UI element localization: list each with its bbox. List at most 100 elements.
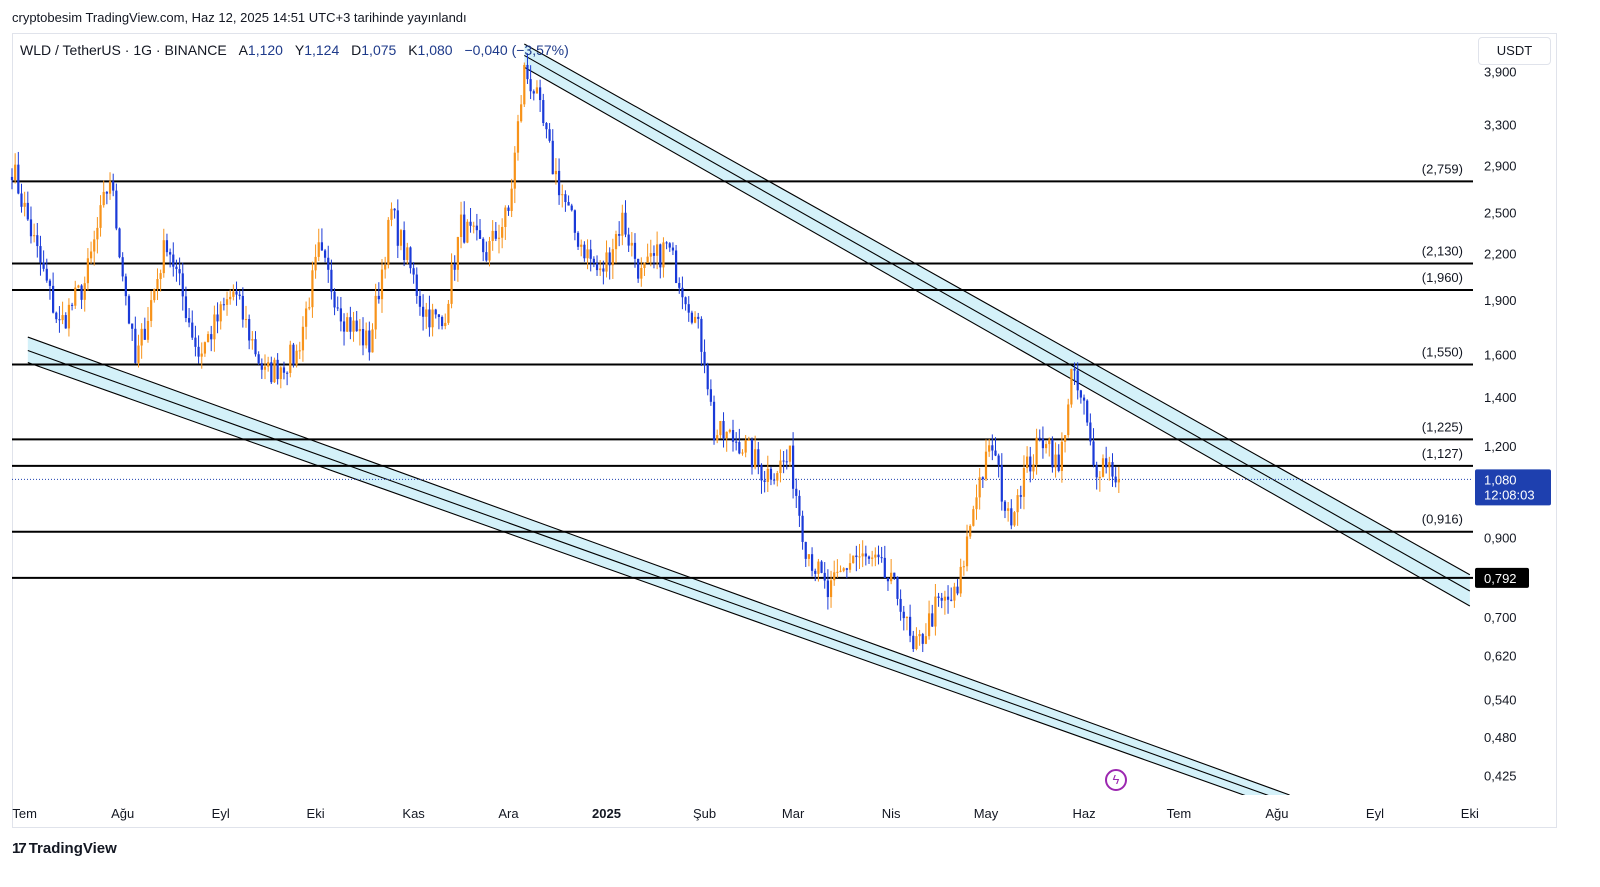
candle-body: [222, 304, 225, 306]
candle: [1019, 485, 1022, 509]
candle: [893, 572, 896, 580]
candle-body: [785, 461, 788, 463]
candle: [697, 312, 700, 329]
candle-body: [187, 318, 191, 323]
candle: [962, 560, 965, 576]
candle-body: [260, 363, 263, 370]
candle-body: [52, 285, 55, 313]
candle-body: [504, 207, 507, 227]
candle: [323, 248, 327, 263]
candle-body: [984, 451, 988, 480]
candle-body: [377, 295, 380, 300]
low-value: 1,075: [361, 42, 397, 58]
candle-body: [273, 359, 276, 383]
candle: [146, 307, 150, 343]
candle-body: [425, 309, 428, 317]
candle: [365, 322, 368, 349]
candle-body: [20, 193, 23, 207]
candle-body: [276, 359, 279, 380]
candle-body: [867, 556, 871, 559]
candle-body: [134, 328, 137, 363]
candle-body: [1022, 468, 1026, 497]
candle-body: [750, 439, 754, 468]
candle-body: [355, 320, 358, 332]
candle: [646, 243, 649, 264]
lightning-bolt-icon[interactable]: ϟ: [1105, 769, 1127, 791]
candle: [719, 420, 722, 439]
candle: [988, 438, 991, 457]
close-label: K: [408, 42, 418, 58]
candle: [728, 428, 731, 434]
candle: [725, 431, 728, 452]
candle-body: [210, 334, 213, 340]
candle-body: [893, 572, 896, 577]
candle: [791, 432, 795, 499]
candle: [769, 466, 773, 486]
candle-body: [712, 401, 716, 441]
candle: [466, 219, 469, 244]
candle: [921, 632, 924, 653]
candle-body: [466, 221, 469, 243]
candle-body: [586, 249, 589, 259]
candle-body: [358, 328, 361, 332]
candle: [150, 291, 153, 328]
candle-body: [298, 350, 301, 352]
candle: [516, 114, 520, 161]
candle-body: [409, 247, 412, 269]
candle: [924, 623, 928, 645]
candle-body: [289, 344, 292, 373]
open-label: A: [238, 42, 248, 58]
level-label: (0,916): [1422, 512, 1463, 527]
candle-body: [304, 308, 308, 327]
candle: [137, 334, 140, 368]
candle: [143, 317, 146, 340]
candle: [93, 230, 96, 266]
candle: [14, 153, 17, 184]
candle-body: [703, 351, 706, 366]
candle: [187, 308, 191, 328]
currency-button[interactable]: USDT: [1478, 37, 1551, 65]
candle: [570, 203, 573, 212]
candle-body: [798, 495, 801, 516]
candle-body: [1003, 501, 1007, 511]
candle-body: [74, 287, 77, 306]
candle-body: [146, 320, 150, 340]
candle: [883, 545, 886, 579]
candle-body: [779, 460, 782, 474]
candle-body: [42, 262, 45, 269]
candle: [472, 221, 475, 234]
candle-body: [292, 344, 295, 365]
candle: [276, 353, 279, 385]
candle: [52, 272, 55, 314]
candle: [61, 301, 64, 325]
symbol-label[interactable]: WLD / TetherUS · 1G · BINANCE: [20, 42, 227, 58]
candle-body: [810, 554, 814, 571]
candle-body: [829, 580, 833, 598]
candle-body: [988, 445, 991, 452]
candle: [64, 312, 67, 329]
candle-body: [874, 554, 877, 558]
x-tick-label: Haz: [1072, 806, 1095, 821]
candle: [219, 301, 222, 330]
candle: [573, 209, 577, 241]
candle: [206, 331, 210, 343]
candle: [80, 284, 83, 309]
candle: [127, 294, 131, 325]
candle-body: [48, 280, 52, 286]
candle: [554, 158, 558, 185]
candle-body: [1026, 456, 1029, 469]
candle-body: [722, 421, 725, 439]
candle: [102, 180, 105, 208]
candle: [602, 260, 605, 285]
candle: [428, 295, 431, 337]
candle-body: [1067, 404, 1070, 436]
candle: [526, 53, 529, 84]
candle-body: [693, 316, 697, 323]
candle-body: [1063, 435, 1067, 442]
candle: [659, 243, 662, 279]
candle-body: [687, 304, 690, 313]
candle: [773, 473, 776, 485]
candle-body: [950, 599, 953, 601]
